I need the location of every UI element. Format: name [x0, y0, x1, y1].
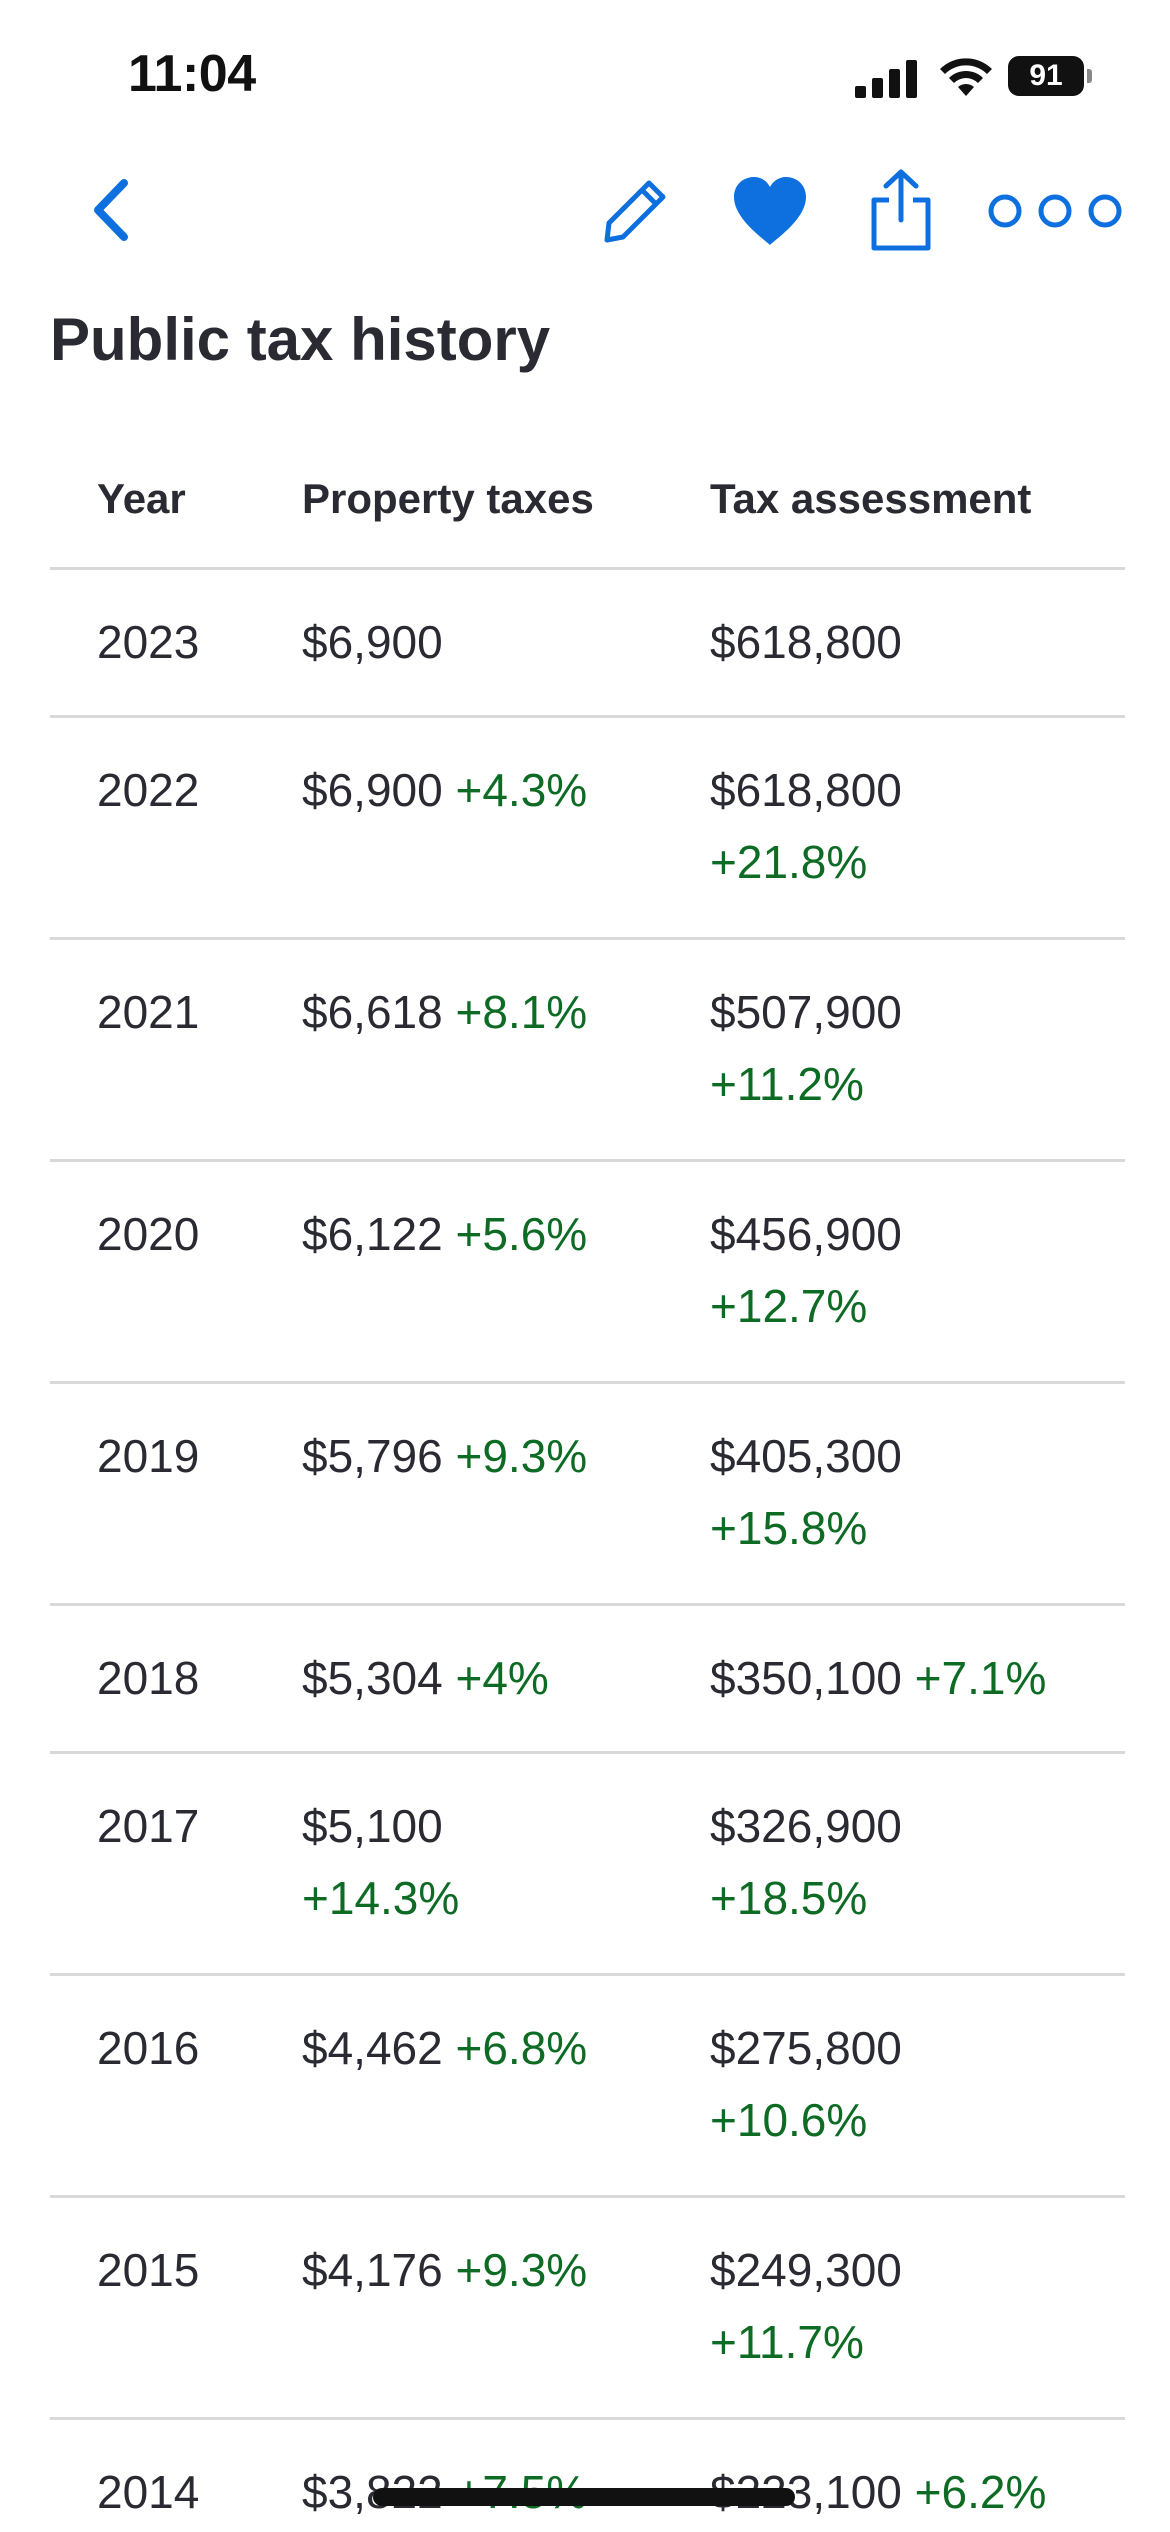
year-cell: 2015 — [97, 2244, 200, 2296]
tax-history-table: Year Property taxes Tax assessment 2023 … — [50, 430, 1125, 2532]
header-property-taxes: Property taxes — [302, 475, 594, 522]
assessment-value: $275,800 — [710, 2022, 902, 2074]
assessment-change: +11.2% — [710, 1058, 864, 1110]
property-tax-cell: $6,900 +4.3% — [302, 754, 682, 826]
table-row: 2023 $6,900 $618,800 — [50, 570, 1125, 718]
heart-icon — [734, 177, 806, 245]
assessment-value: $618,800 — [710, 764, 902, 816]
favorite-button[interactable] — [722, 166, 818, 256]
wifi-icon — [940, 58, 992, 96]
assessment-change: +7.1% — [914, 1652, 1047, 1704]
assessment-value: $456,900 — [710, 1208, 902, 1260]
property-tax-cell: $5,100 +14.3% — [302, 1790, 682, 1934]
pencil-icon — [604, 180, 666, 243]
property-tax-value: $4,462 — [302, 2022, 443, 2074]
table-row: 2017 $5,100 +14.3% $326,900 +18.5% — [50, 1754, 1125, 1976]
battery-level: 91 — [1029, 59, 1063, 92]
assessment-change: +11.7% — [710, 2316, 864, 2368]
assessment-change: +18.5% — [710, 1872, 868, 1924]
more-button[interactable] — [980, 166, 1130, 256]
property-tax-change: +4.3% — [455, 764, 588, 816]
table-row: 2019 $5,796 +9.3% $405,300 +15.8% — [50, 1384, 1125, 1606]
table-row: 2018 $5,304 +4% $350,100 +7.1% — [50, 1606, 1125, 1754]
battery-icon: 91 — [1008, 56, 1092, 96]
property-tax-change: +4% — [455, 1652, 549, 1704]
assessment-change: +10.6% — [710, 2094, 868, 2146]
assessment-value: $350,100 — [710, 1652, 902, 1704]
year-cell: 2023 — [97, 616, 200, 668]
table-row: 2014 $3,822 +7.5% $223,100 +6.2% — [50, 2420, 1125, 2532]
back-button[interactable] — [70, 170, 150, 250]
status-time: 11:04 — [128, 45, 256, 103]
property-tax-value: $6,618 — [302, 986, 443, 1038]
page-title: Public tax history — [50, 306, 551, 373]
assessment-cell: $350,100 +7.1% — [710, 1642, 1125, 1714]
home-indicator[interactable] — [373, 2488, 795, 2506]
property-tax-value: $6,900 — [302, 764, 443, 816]
assessment-cell: $275,800 +10.6% — [710, 2012, 1125, 2156]
assessment-value: $507,900 — [710, 986, 902, 1038]
year-cell: 2022 — [97, 764, 200, 816]
year-cell: 2017 — [97, 1800, 200, 1852]
table-row: 2016 $4,462 +6.8% $275,800 +10.6% — [50, 1976, 1125, 2198]
table-row: 2022 $6,900 +4.3% $618,800 +21.8% — [50, 718, 1125, 940]
assessment-cell: $618,800 +21.8% — [710, 754, 1125, 898]
property-tax-value: $5,796 — [302, 1430, 443, 1482]
assessment-change: +21.8% — [710, 836, 868, 888]
property-tax-cell: $5,796 +9.3% — [302, 1420, 682, 1492]
property-tax-value: $6,900 — [302, 616, 443, 668]
more-icon — [988, 194, 1122, 228]
property-tax-cell: $6,122 +5.6% — [302, 1198, 682, 1270]
chevron-left-icon — [94, 179, 128, 241]
property-tax-change: +9.3% — [455, 2244, 588, 2296]
property-tax-cell: $5,304 +4% — [302, 1642, 682, 1714]
year-cell: 2019 — [97, 1430, 200, 1482]
assessment-cell: $405,300 +15.8% — [710, 1420, 1125, 1564]
property-tax-change: +8.1% — [455, 986, 588, 1038]
status-bar: 11:04 91 — [0, 0, 1170, 150]
nav-bar — [0, 150, 1170, 280]
year-cell: 2018 — [97, 1652, 200, 1704]
assessment-cell: $507,900 +11.2% — [710, 976, 1125, 1120]
header-year: Year — [97, 475, 186, 522]
property-tax-cell: $4,176 +9.3% — [302, 2234, 682, 2306]
assessment-value: $326,900 — [710, 1800, 902, 1852]
property-tax-value: $6,122 — [302, 1208, 443, 1260]
share-button[interactable] — [856, 160, 946, 260]
cellular-signal-icon — [855, 60, 917, 98]
table-header: Year Property taxes Tax assessment — [50, 430, 1125, 570]
property-tax-cell: $4,462 +6.8% — [302, 2012, 682, 2084]
assessment-change: +12.7% — [710, 1280, 868, 1332]
property-tax-cell: $6,618 +8.1% — [302, 976, 682, 1048]
assessment-cell: $249,300 +11.7% — [710, 2234, 1125, 2378]
property-tax-value: $5,100 — [302, 1800, 443, 1852]
year-cell: 2021 — [97, 986, 200, 1038]
edit-button[interactable] — [590, 166, 680, 256]
property-tax-change: +6.8% — [455, 2022, 588, 2074]
table-row: 2021 $6,618 +8.1% $507,900 +11.2% — [50, 940, 1125, 1162]
assessment-cell: $326,900 +18.5% — [710, 1790, 1125, 1934]
property-tax-change: +14.3% — [302, 1872, 460, 1924]
share-icon — [871, 169, 931, 251]
assessment-cell: $456,900 +12.7% — [710, 1198, 1125, 1342]
table-row: 2015 $4,176 +9.3% $249,300 +11.7% — [50, 2198, 1125, 2420]
assessment-value: $618,800 — [710, 616, 902, 668]
assessment-change: +6.2% — [914, 2466, 1047, 2518]
assessment-value: $249,300 — [710, 2244, 902, 2296]
property-tax-cell: $6,900 — [302, 606, 682, 678]
year-cell: 2020 — [97, 1208, 200, 1260]
table-row: 2020 $6,122 +5.6% $456,900 +12.7% — [50, 1162, 1125, 1384]
assessment-change: +15.8% — [710, 1502, 868, 1554]
assessment-cell: $618,800 — [710, 606, 1125, 678]
property-tax-change: +9.3% — [455, 1430, 588, 1482]
property-tax-change: +5.6% — [455, 1208, 588, 1260]
year-cell: 2014 — [97, 2466, 200, 2518]
property-tax-value: $4,176 — [302, 2244, 443, 2296]
property-tax-value: $5,304 — [302, 1652, 443, 1704]
year-cell: 2016 — [97, 2022, 200, 2074]
assessment-value: $405,300 — [710, 1430, 902, 1482]
header-tax-assessment: Tax assessment — [710, 475, 1032, 522]
